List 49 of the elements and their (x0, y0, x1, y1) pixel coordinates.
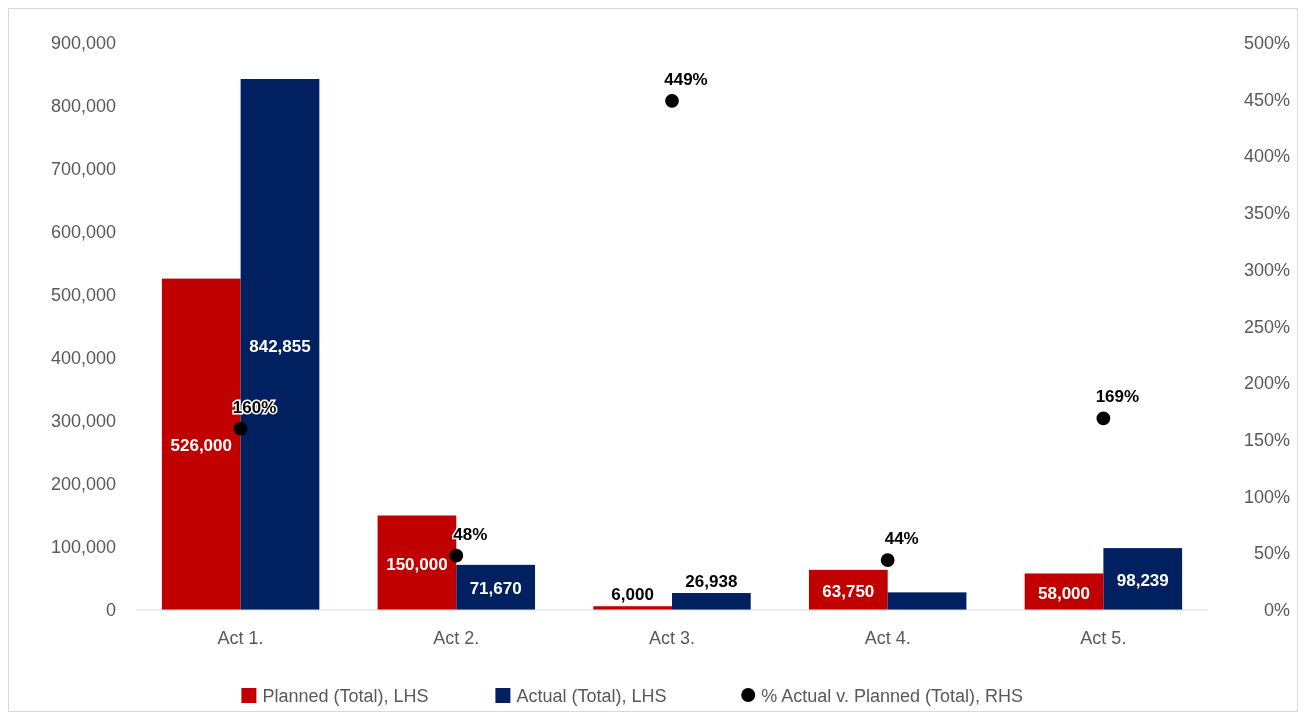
y2-tick-label: 500% (1243, 33, 1290, 53)
point (449, 548, 464, 563)
y-tick-label: 300,000 (50, 411, 116, 431)
point (1096, 411, 1111, 426)
x-tick-label: Act 3. (648, 628, 696, 648)
data-label: 526,000 (170, 436, 232, 456)
y2-tick-label: 100% (1243, 486, 1290, 507)
y-tick-label: 700,000 (50, 159, 116, 179)
data-label: 98,239 (1116, 571, 1169, 591)
y2-tick-label: 400% (1243, 146, 1290, 167)
legend-label: Planned (Total), LHS (262, 686, 429, 706)
point (665, 93, 679, 108)
y-tick-label: 800,000 (50, 96, 116, 116)
bar (887, 592, 967, 610)
data-label: 63,750 (822, 581, 875, 601)
x-tick-label: Act 5. (1080, 628, 1127, 648)
data-label: 58,000 (1038, 583, 1091, 603)
y2-tick-label: 0% (1263, 600, 1290, 620)
y-tick-label: 200,000 (50, 474, 116, 494)
y-tick-label: 0 (105, 600, 116, 620)
y2-tick-label: 450% (1243, 89, 1290, 110)
legend-label: Actual (Total), LHS (516, 686, 667, 706)
y2-tick-label: 150% (1243, 429, 1290, 450)
x-tick-label: Act 1. (217, 628, 264, 648)
y2-tick-label: 250% (1243, 316, 1290, 337)
data-label: 44% (884, 529, 919, 549)
point (880, 553, 895, 567)
bar (672, 593, 751, 610)
data-label: 71,670 (469, 579, 522, 599)
y-tick-label: 600,000 (50, 222, 116, 242)
data-label: 842,855 (249, 336, 311, 356)
data-label: 26,938 (685, 572, 738, 592)
data-label: 6,000 (611, 585, 654, 605)
data-label: 150,000 (386, 554, 448, 574)
y2-tick-label: 50% (1253, 543, 1290, 564)
y2-tick-label: 200% (1243, 373, 1290, 394)
y2-tick-label: 350% (1243, 203, 1290, 224)
x-tick-label: Act 4. (864, 628, 911, 648)
data-label: 169% (1095, 387, 1140, 407)
y-tick-label: 900,000 (50, 33, 116, 53)
x-tick-label: Act 2. (433, 628, 480, 648)
legend-label: % Actual v. Planned (Total), RHS (761, 686, 1023, 706)
y-tick-label: 500,000 (50, 285, 116, 305)
y-tick-label: 400,000 (50, 348, 116, 368)
bar (1103, 548, 1183, 610)
data-label: 449% (664, 69, 708, 89)
y2-tick-label: 300% (1243, 259, 1290, 280)
point (233, 421, 248, 436)
y-tick-label: 100,000 (50, 537, 116, 557)
